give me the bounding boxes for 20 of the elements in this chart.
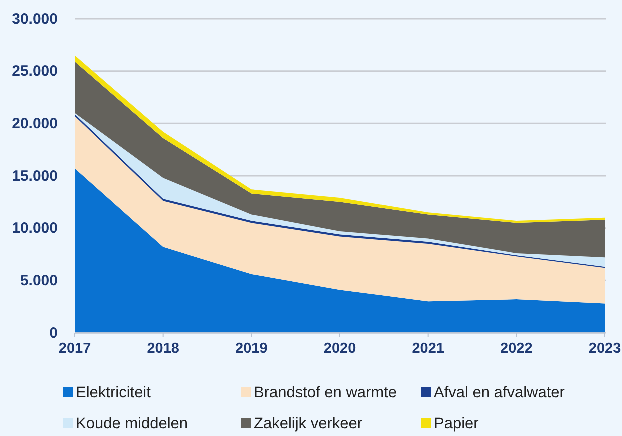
x-tick-label: 2017 <box>58 341 92 358</box>
legend-label: Papier <box>434 415 479 432</box>
y-tick-label: 10.000 <box>12 220 58 238</box>
x-tick-label: 2018 <box>147 341 180 358</box>
y-tick-label: 0 <box>50 324 58 342</box>
y-tick-label: 30.000 <box>12 10 58 28</box>
legend-label: Brandstof en warmte <box>254 384 398 402</box>
x-tick-label: 2020 <box>324 341 356 358</box>
y-tick-label: 20.000 <box>12 115 58 132</box>
x-tick-label: 2021 <box>412 341 444 358</box>
y-tick-label: 5.000 <box>20 272 58 290</box>
legend-label: Koude middelen <box>76 415 188 432</box>
x-tick-label: 2019 <box>236 341 268 358</box>
y-tick-label: 15.000 <box>12 168 58 185</box>
legend-label: Elektriciteit <box>76 384 152 402</box>
legend-label: Zakelijk verkeer <box>254 415 363 432</box>
legend-label: Afval en afvalwater <box>434 384 565 402</box>
x-tick-label: 2023 <box>588 341 622 358</box>
x-tick-label: 2022 <box>500 341 533 358</box>
y-tick-label: 25.000 <box>12 63 58 80</box>
